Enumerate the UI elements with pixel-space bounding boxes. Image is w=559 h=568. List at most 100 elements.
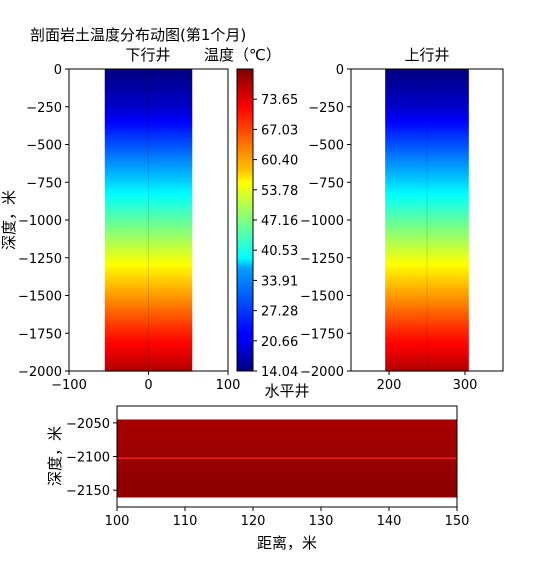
heat-cell <box>385 209 469 214</box>
heat-cell <box>117 427 457 429</box>
x-ticks-horizontal-well: 100 110 120 130 140 150 <box>105 507 470 529</box>
heat-cell <box>385 320 469 324</box>
heat-cell <box>117 474 457 476</box>
heat-cell <box>117 421 457 423</box>
y-tick-label: 0 <box>336 63 344 78</box>
heat-cell <box>117 419 457 421</box>
heat-cell <box>385 116 469 120</box>
heat-cell <box>117 458 457 461</box>
heat-cell <box>385 192 469 196</box>
heat-cell <box>385 287 469 292</box>
x-tick-label: 200 <box>377 378 402 393</box>
heat-cell <box>117 452 457 454</box>
y-tick-label: −750 <box>26 176 62 191</box>
heat-cell <box>385 368 469 372</box>
heat-cell <box>385 245 469 249</box>
heat-cell <box>104 358 193 362</box>
heat-cell <box>117 429 457 431</box>
heatmap-downward-well <box>104 69 193 372</box>
heat-cell <box>117 482 457 484</box>
heat-cell <box>104 86 193 90</box>
panel-upward-well: 上行井 0 −250 −500 −750 −1000 −1250 −1500 −1750 −20… <box>300 46 504 393</box>
heat-cell <box>104 250 193 254</box>
heat-cell <box>117 441 457 443</box>
heat-cell <box>385 335 469 339</box>
colorbar-gradient <box>236 68 254 372</box>
heat-cell <box>104 199 193 203</box>
heat-cell <box>385 109 469 113</box>
heat-cell <box>117 483 457 485</box>
heat-cell <box>117 468 457 470</box>
colorbar-tick-label: 33.91 <box>261 274 298 289</box>
heat-cell <box>385 157 469 161</box>
y-tick-label: −2150 <box>66 484 110 499</box>
heat-cell <box>385 81 469 85</box>
heat-cell <box>385 262 469 266</box>
colorbar-tick-label: 27.28 <box>261 305 298 320</box>
heat-cell <box>385 290 469 294</box>
heat-cell <box>104 320 193 324</box>
heat-cell <box>385 204 469 209</box>
heat-cell <box>385 84 469 88</box>
heat-cell <box>117 470 457 472</box>
heat-cell <box>104 235 193 239</box>
heat-cell <box>117 430 457 432</box>
heat-cell <box>117 431 457 433</box>
heat-cell <box>385 275 469 279</box>
heat-cell <box>104 303 193 307</box>
heat-cell <box>117 469 457 471</box>
heat-cell <box>385 177 469 181</box>
heat-cell <box>104 300 193 304</box>
heat-cell <box>104 172 193 176</box>
heat-cell <box>385 315 469 319</box>
heat-cell <box>104 202 193 206</box>
heat-cell <box>117 442 457 444</box>
heat-cell <box>385 214 469 219</box>
heat-cell <box>117 436 457 438</box>
heat-cell <box>117 423 457 426</box>
heat-cell <box>104 79 193 83</box>
heat-cell <box>385 343 469 347</box>
heat-cell <box>385 71 469 75</box>
heat-cell <box>104 275 193 279</box>
colorbar-tick-label: 53.78 <box>261 184 298 199</box>
heat-cell <box>104 265 193 269</box>
heat-cell <box>104 179 193 183</box>
heat-cell <box>117 456 457 459</box>
heat-cell <box>385 207 469 211</box>
heat-cell <box>385 74 469 78</box>
heat-cell <box>385 242 469 246</box>
heat-cell <box>117 466 457 468</box>
heat-cell <box>104 353 193 357</box>
heat-cell <box>385 355 469 360</box>
heat-cell <box>117 445 457 447</box>
heat-cell <box>104 106 193 110</box>
y-tick-label: −1750 <box>300 327 344 342</box>
heat-cell <box>104 247 193 251</box>
heat-cell <box>117 460 457 462</box>
heat-cell <box>385 308 469 312</box>
x-tick-label: 150 <box>445 514 470 529</box>
heat-cell <box>104 209 193 214</box>
heat-cell <box>117 493 457 495</box>
colorbar-tick-label: 20.66 <box>261 335 298 350</box>
heat-cell <box>117 462 457 464</box>
heat-cell <box>117 436 457 439</box>
heat-cell <box>117 451 457 453</box>
heat-cell <box>385 328 469 332</box>
heat-cell <box>385 104 469 108</box>
heat-cell <box>104 126 193 130</box>
heat-cell <box>104 287 193 292</box>
heat-cell <box>385 285 469 289</box>
x-axis-label-horizontal-well: 距离，米 <box>257 534 317 552</box>
heat-cell <box>117 422 457 424</box>
y-tick-label: 0 <box>54 63 62 78</box>
y-axis-label-horizontal-well: 深度，米 <box>46 426 64 486</box>
heat-cell <box>385 272 469 276</box>
heat-cell <box>385 184 469 188</box>
heat-cell <box>117 479 457 481</box>
heat-cell <box>104 162 193 166</box>
heat-cell <box>385 365 469 370</box>
heat-cell <box>104 315 193 319</box>
x-tick-label: −100 <box>51 378 87 393</box>
